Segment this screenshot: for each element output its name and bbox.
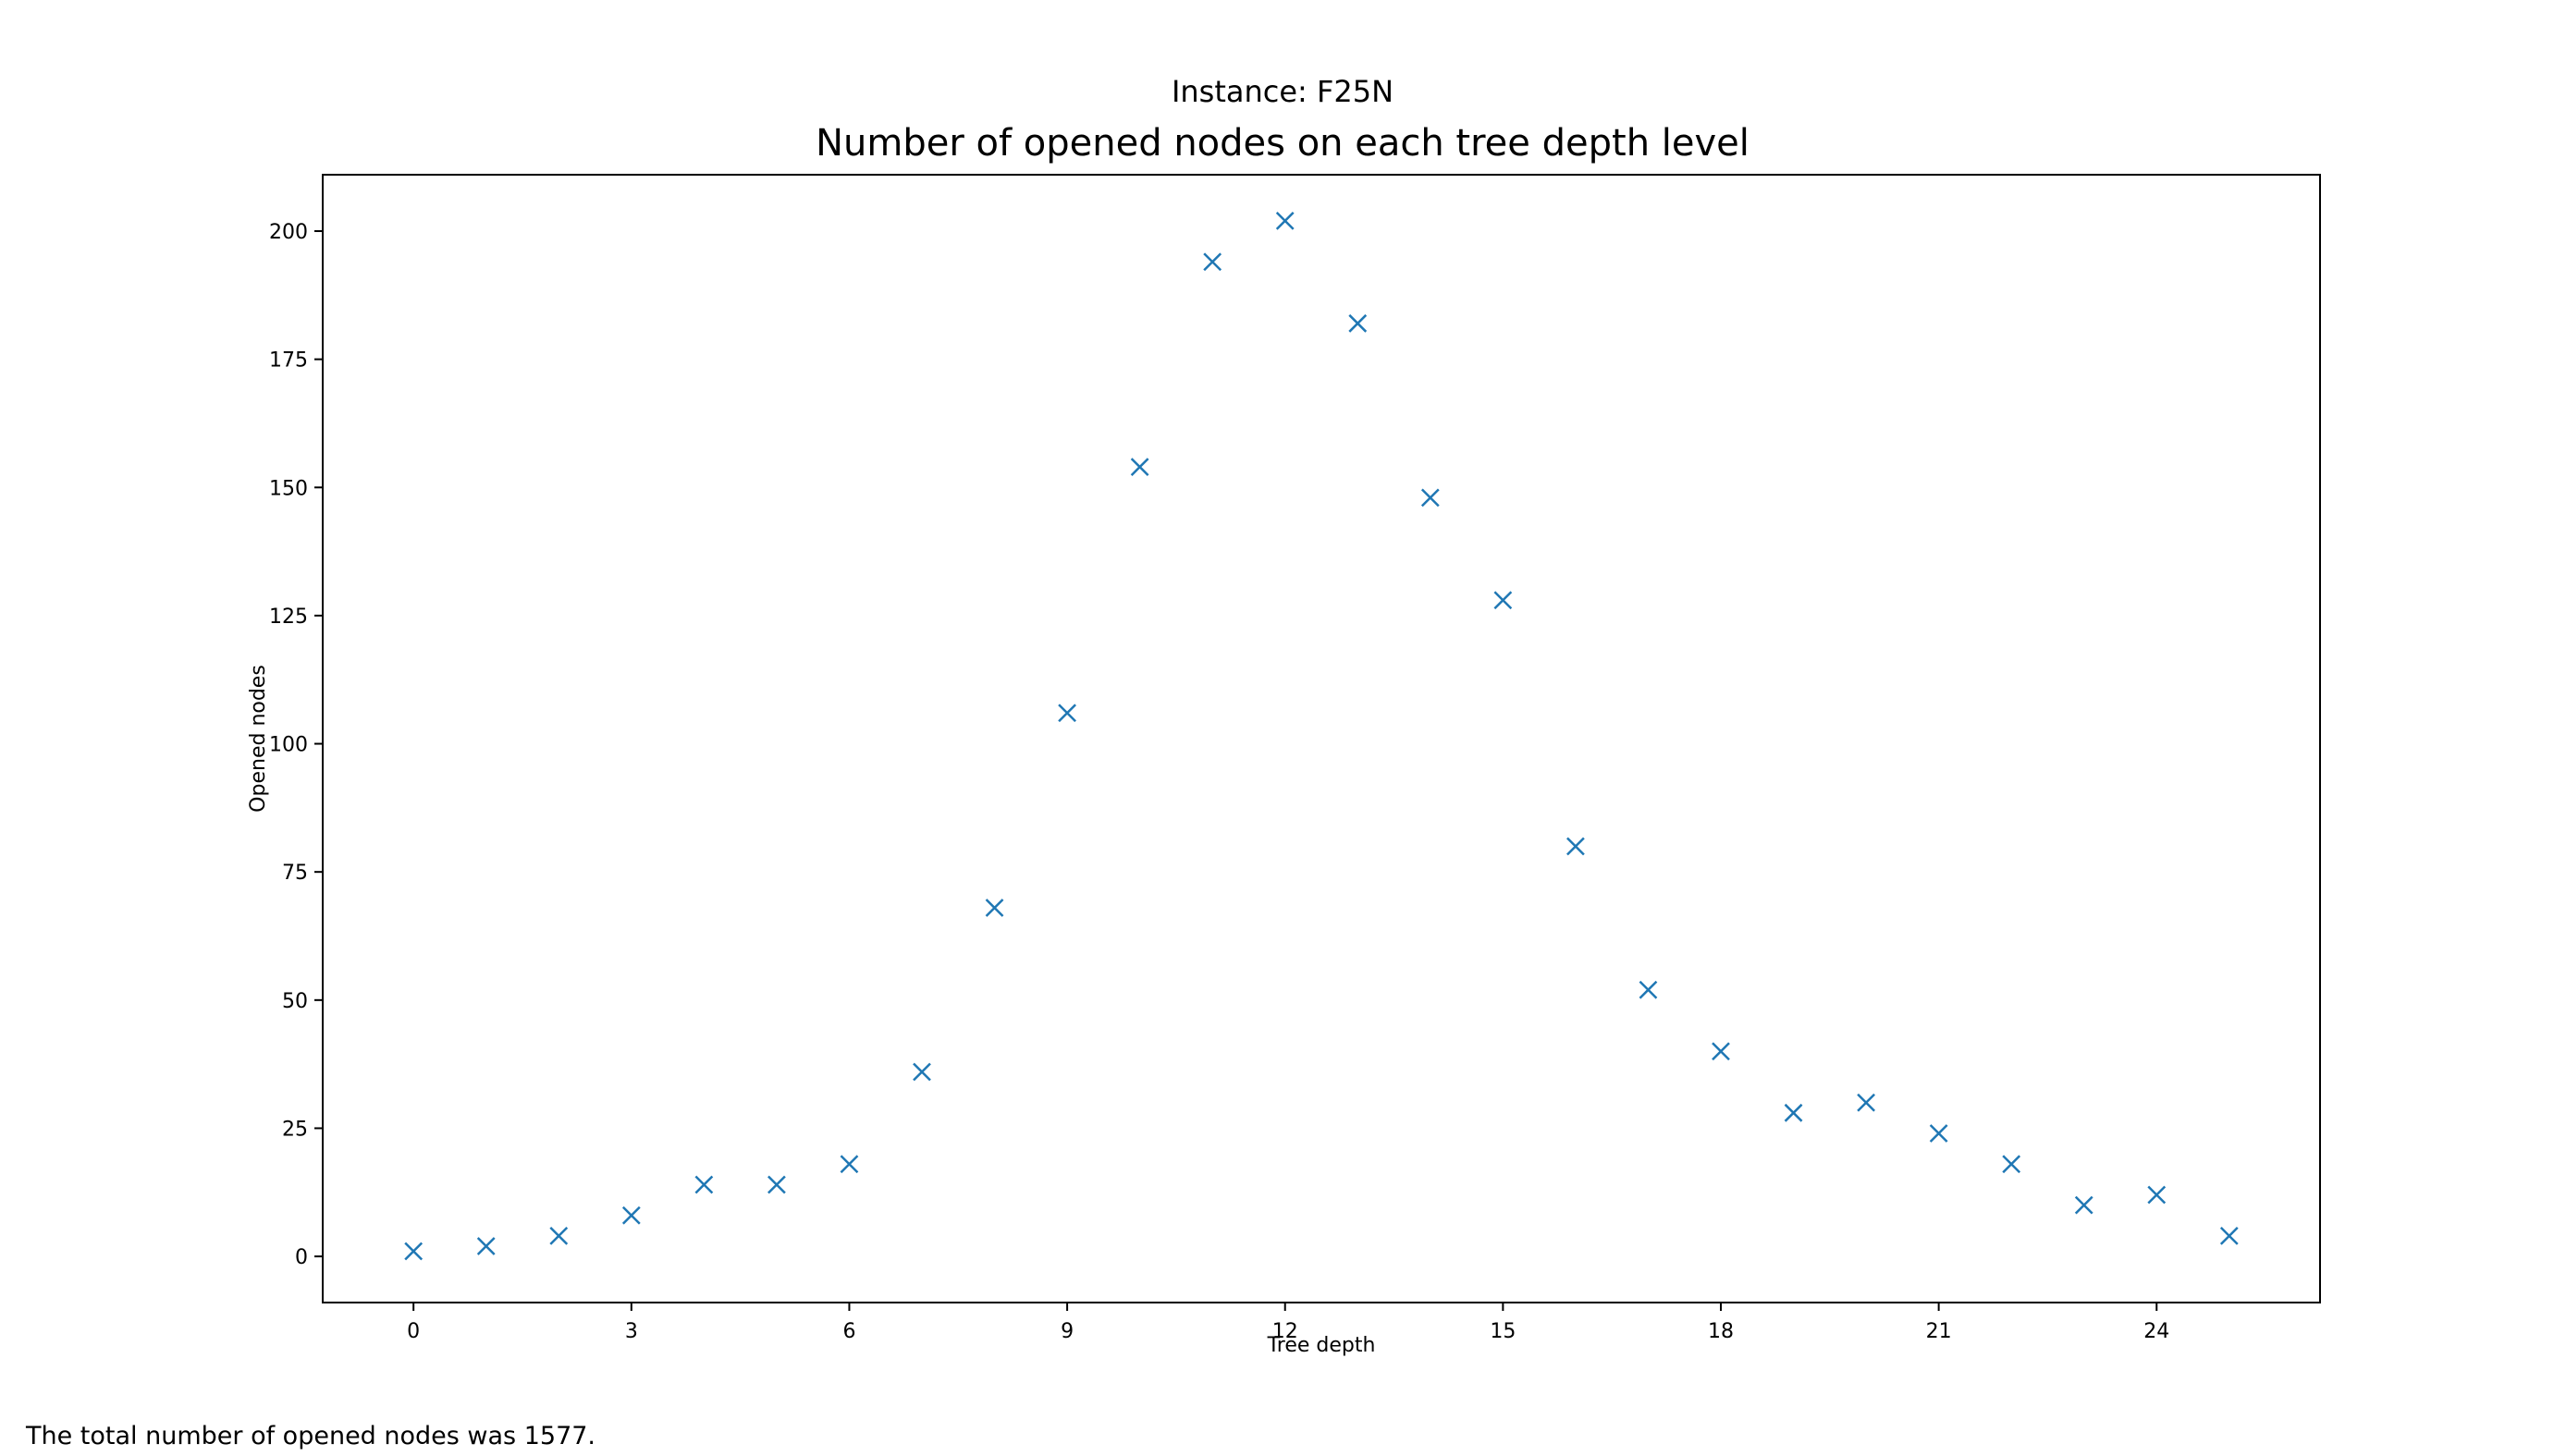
x-tick-label: 18 <box>1708 1320 1734 1343</box>
data-point <box>1784 1103 1803 1122</box>
data-point <box>2219 1227 2239 1245</box>
data-point <box>621 1205 641 1225</box>
x-tick-label: 0 <box>407 1320 420 1343</box>
data-point <box>767 1175 786 1194</box>
data-point <box>2147 1185 2167 1205</box>
plot-area: 0 3 6 9 12 15 18 21 24 0 25 50 75 100 125 150 175 200 <box>269 212 2239 1343</box>
y-tick-label: 75 <box>282 862 308 885</box>
data-point <box>1857 1093 1875 1112</box>
data-point <box>549 1227 569 1245</box>
data-point <box>1203 252 1222 272</box>
data-point <box>1929 1124 1948 1143</box>
data-point <box>404 1242 424 1261</box>
data-point <box>694 1175 714 1194</box>
data-point <box>1420 488 1440 508</box>
x-axis-label: Tree depth <box>1267 1334 1376 1357</box>
data-point <box>476 1237 496 1255</box>
figure-suptitle: Instance: F25N <box>1172 74 1393 109</box>
y-tick-label: 125 <box>269 606 308 629</box>
x-tick-label: 21 <box>1926 1320 1952 1343</box>
axes-frame <box>322 174 2321 1303</box>
data-point <box>913 1062 931 1082</box>
x-tick-label: 9 <box>1061 1320 1074 1343</box>
x-tick-label: 12 <box>1272 1320 1298 1343</box>
x-tick-label: 15 <box>1490 1320 1516 1343</box>
data-point <box>1493 591 1513 610</box>
data-point <box>1058 704 1076 723</box>
total-opened-nodes-note: The total number of opened nodes was 157… <box>26 1422 596 1450</box>
y-tick-label: 175 <box>269 349 308 373</box>
y-tick-label: 150 <box>269 477 308 500</box>
y-tick-label: 200 <box>269 221 308 244</box>
y-tick-label: 0 <box>295 1246 308 1269</box>
data-point <box>1712 1042 1730 1061</box>
data-point <box>2002 1155 2021 1174</box>
data-point <box>1348 313 1368 333</box>
data-point <box>1275 212 1295 230</box>
data-point <box>840 1155 859 1174</box>
chart-title: Number of opened nodes on each tree dept… <box>816 122 1750 165</box>
data-point <box>1639 980 1658 999</box>
data-point <box>1130 458 1149 476</box>
data-point <box>1566 837 1585 856</box>
y-axis-label: Opened nodes <box>247 665 270 813</box>
y-tick-label: 25 <box>282 1118 308 1141</box>
y-tick-label: 50 <box>282 990 308 1013</box>
data-point <box>985 899 1004 917</box>
x-tick-label: 24 <box>2143 1320 2169 1343</box>
x-tick-label: 3 <box>625 1320 638 1343</box>
data-point <box>2074 1195 2093 1215</box>
y-tick-label: 100 <box>269 734 308 757</box>
x-tick-label: 6 <box>842 1320 855 1343</box>
